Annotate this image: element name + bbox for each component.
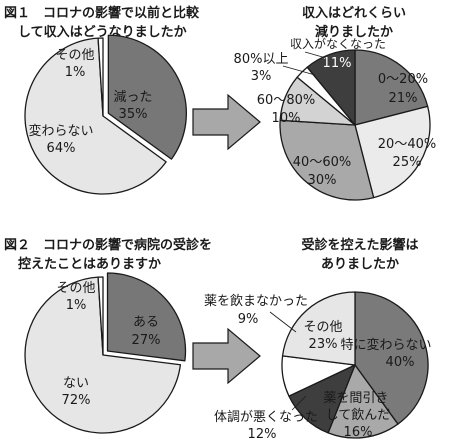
chart1-slice-value-reduced: 35% (119, 107, 148, 122)
chart4-slice-label-other: その他 (303, 320, 342, 335)
chart4-slice-4 (281, 291, 356, 366)
chart2-title-line1: 収入はどれくらい (302, 6, 406, 21)
leader-line (282, 65, 316, 76)
chart2-pie: 0〜20% 21% 20〜40% 25% 40〜60% 30% 60〜80% 1… (234, 36, 436, 201)
chart1-slice-1 (24, 37, 167, 195)
chart3-slice-label-other: その他 (56, 281, 95, 296)
chart4-slice-label-worse-health: 体調が悪くなった (214, 410, 318, 425)
chart4-title-line1: 受診を控えた影響は (301, 237, 418, 253)
chart2-slice-label-no-income: 収入がなくなった (290, 36, 386, 51)
chart3-slice-0 (106, 272, 187, 362)
chart1-slice-2 (97, 37, 104, 117)
chart2-slice-label-0-20: 0〜20% (378, 72, 428, 87)
chart2-slice-label-60-80: 60〜80% (257, 93, 315, 108)
chart1-slice-value-other: 1% (65, 65, 86, 80)
chart2-slice-value-40-60: 30% (308, 173, 337, 188)
chart1-slice-label-unchanged: 変わらない (28, 123, 93, 139)
chart1-slice-label-reduced: 減った (113, 89, 152, 105)
chart2-title-line2: 減りましたか (315, 24, 393, 40)
chart2-slice-value-0-20: 21% (389, 91, 418, 106)
chart3-slice-value-no: 72% (62, 393, 91, 408)
chart2-slice-0 (354, 49, 429, 126)
chart1-slice-label-other: その他 (55, 48, 94, 63)
arrow-right-icon (192, 93, 261, 151)
chart4-slice-value-skipped-meds: 9% (238, 312, 259, 327)
chart4-slice-label-thinned-meds-1: 薬を間引き (323, 391, 388, 406)
chart3-pie: ある 27% ない 72% その他 1% (24, 272, 187, 434)
chart2-slice-value-80plus: 3% (251, 69, 272, 84)
chart4-slice-label-skipped-meds: 薬を飲まなかった (204, 293, 308, 309)
chart1-pie: 減った 35% 変わらない 64% その他 1% (24, 34, 187, 195)
chart2-slice-value-60-80: 10% (272, 111, 301, 126)
arrow-right-icon (192, 327, 261, 385)
chart3-slice-2 (97, 276, 104, 356)
chart2-slice-value-no-income: 11% (323, 56, 352, 71)
chart2-slice-1 (354, 105, 431, 199)
leader-line (304, 51, 327, 59)
chart2-slice-2 (279, 119, 375, 201)
chart2-slice-value-20-40: 25% (393, 155, 422, 170)
chart4-pie: 特に変わらない 40% 薬を間引き して飲んだ 16% 体調が悪くなった 12%… (204, 291, 432, 442)
chart2-slice-5 (306, 49, 356, 126)
chart1-slice-value-unchanged: 64% (47, 141, 76, 156)
chart2-slice-label-40-60: 40〜60% (293, 155, 351, 170)
chart3-slice-label-yes: ある (133, 315, 159, 330)
chart3-title-line2: 控えたことはありますか (18, 256, 161, 272)
chart4-slice-1 (327, 364, 399, 439)
chart4-title-line2: ありましたか (321, 257, 399, 272)
chart3-slice-value-yes: 27% (132, 333, 161, 348)
chart4-slice-label-no-change: 特に変わらない (340, 337, 431, 353)
chart4-slice-value-thinned-meds: 16% (344, 425, 373, 440)
chart4-slice-value-worse-health: 12% (248, 427, 277, 442)
chart4-slice-0 (354, 291, 429, 425)
chart2-slice-label-80plus: 80%以上 (234, 52, 289, 67)
leader-line (291, 395, 307, 411)
chart2-slice-label-20-40: 20〜40% (378, 137, 436, 152)
chart3-title-line1: 図２ コロナの影響で病院の受診を (4, 237, 212, 253)
chart3-slice-label-no: ない (63, 376, 89, 391)
chart1-slice-0 (107, 34, 187, 160)
leader-line (269, 311, 297, 333)
chart1-title-line2: して収入はどうなりましたか (18, 25, 187, 40)
chart3-slice-value-other: 1% (66, 298, 87, 313)
chart4-slice-value-no-change: 40% (386, 355, 415, 370)
chart4-slice-value-other: 23% (309, 337, 338, 352)
chart4-slice-label-thinned-meds: 薬を間引き して飲んだ (323, 391, 392, 423)
chart4-slice-label-thinned-meds-2: して飲んだ (326, 407, 391, 423)
chart1-title-line1: 図１ コロナの影響で以前と比較 (4, 5, 200, 21)
